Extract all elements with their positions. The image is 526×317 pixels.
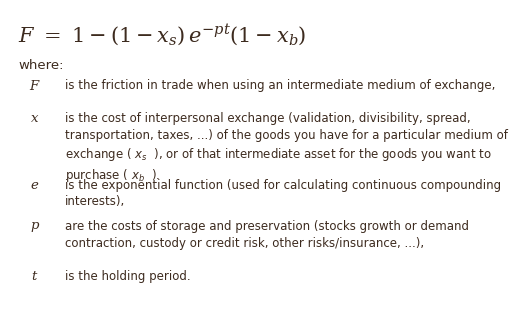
Text: $F \ = \ 1-(1-x_s)\,e^{-pt}(1-x_b)$: $F \ = \ 1-(1-x_s)\,e^{-pt}(1-x_b)$	[18, 22, 307, 47]
Text: where:: where:	[18, 59, 64, 72]
Text: is the exponential function (used for calculating continuous compounding
interes: is the exponential function (used for ca…	[65, 179, 501, 209]
Text: $e$: $e$	[31, 179, 39, 192]
Text: $x$: $x$	[31, 112, 39, 125]
Text: $p$: $p$	[30, 220, 40, 234]
Text: $F$: $F$	[29, 79, 41, 93]
Text: are the costs of storage and preservation (stocks growth or demand
contraction, : are the costs of storage and preservatio…	[65, 220, 469, 249]
Text: is the holding period.: is the holding period.	[65, 270, 190, 283]
Text: is the friction in trade when using an intermediate medium of exchange,: is the friction in trade when using an i…	[65, 79, 495, 92]
Text: is the cost of interpersonal exchange (validation, divisibility, spread,
transpo: is the cost of interpersonal exchange (v…	[65, 112, 508, 184]
Text: $t$: $t$	[32, 270, 39, 283]
